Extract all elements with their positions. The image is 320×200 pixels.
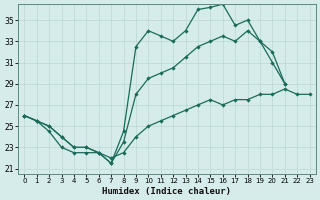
X-axis label: Humidex (Indice chaleur): Humidex (Indice chaleur): [102, 187, 231, 196]
